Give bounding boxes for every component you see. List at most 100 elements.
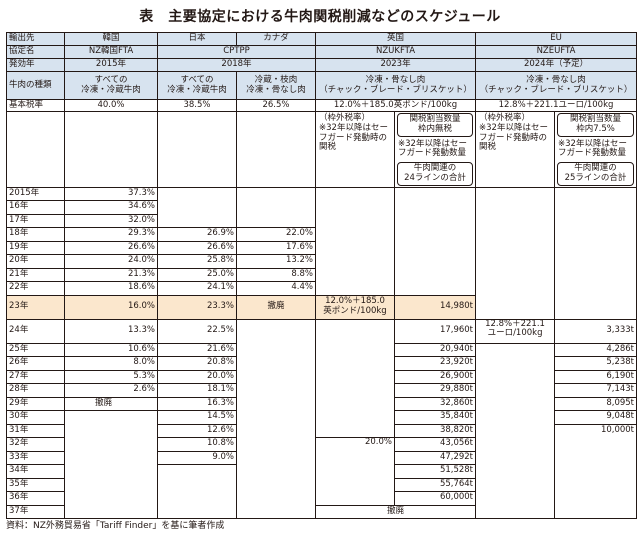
country-uk: 英国: [314, 32, 477, 46]
canada-rate: 撤廃: [236, 294, 316, 320]
year-row-22: 22年 18.6% 24.1% 4.4%: [6, 281, 637, 296]
year-row-20: 20年 24.0% 25.8% 13.2%: [6, 254, 637, 269]
agreement-uk: NZUKFTA: [314, 45, 477, 59]
year-row-25: 25年 10.6% 21.6% 20,940t 4,286t: [6, 342, 638, 520]
japan-rate: 20.8%: [157, 356, 237, 371]
base-rate-uk: 12.0%＋185.0英ポンド/100kg: [314, 99, 477, 112]
year-row-23: 23年 16.0% 23.3% 撤廃 12.0%＋185.0 英ポンド/100k…: [6, 294, 637, 320]
label-export-dest: 輸出先: [6, 32, 65, 46]
eu-quota-lines: 牛肉関連の 25ラインの合計: [557, 162, 635, 186]
eu-quota: 4,286t: [554, 342, 638, 358]
eu-quota-desc: 関税割当数量 枠内7.5% ※32年以降はセーフガード発動数量 牛肉関連の 25…: [554, 111, 638, 188]
uk-quota: 20,940t: [393, 342, 477, 358]
beef-tariff-table: 輸出先 韓国 日本 カナダ 英国 EU 協定名 NZ韓国FTA CPTPP NZ…: [6, 32, 638, 520]
uk-rate: 20.0%: [315, 437, 395, 506]
uk-outside-rate-desc: （枠外税率） ※32年以降はセーフガード発動時の関税: [315, 111, 395, 188]
year-label: 22年: [6, 281, 65, 296]
year-label: 2015年: [6, 186, 65, 202]
year-label: 24年: [6, 318, 65, 344]
eu-quota: 10,000t: [554, 423, 638, 438]
year-row-30: 30年 14.5% 35,840t 9,048t: [6, 410, 638, 520]
eu-quota-note: ※32年以降はセーフガード発動数量: [558, 138, 627, 159]
japan-rate: 16.3%: [157, 396, 237, 412]
korea-rate: 18.6%: [64, 281, 158, 296]
year-row-21: 21年 21.3% 25.0% 8.8%: [6, 267, 637, 283]
year-row-32: 32年 10.8% 20.0% 43,056t: [6, 437, 638, 520]
canada-rate: 8.8%: [236, 267, 316, 283]
korea-rate: 8.0%: [64, 356, 158, 371]
country-eu: EU: [475, 32, 638, 46]
japan-rate: 14.5%: [157, 410, 237, 425]
year-row-35: 35年 55,764t: [6, 477, 637, 493]
year-label: 27年: [6, 369, 65, 385]
eu-quota: 7,143t: [554, 383, 638, 398]
agreement-cptpp: CPTPP: [157, 45, 316, 59]
year-label: 25年: [6, 342, 65, 358]
japan-rate: 22.5%: [157, 318, 237, 344]
effective-uk: 2023年: [314, 58, 477, 72]
beef-type-canada: 冷蔵・枝肉 冷凍・骨なし肉: [236, 71, 316, 100]
year-row-28: 28年 2.6% 18.1% 29,880t 7,143t: [6, 383, 638, 398]
japan-rate: 9.0%: [157, 450, 237, 466]
year-row-2015: 2015年 37.3%: [6, 186, 638, 320]
uk-outside-rate-text: （枠外税率） ※32年以降はセーフガード発動時の関税: [319, 113, 388, 153]
year-label: 32年: [6, 437, 65, 452]
year-row-19: 19年 26.6% 26.6% 17.6%: [6, 240, 637, 256]
base-rate-korea: 40.0%: [64, 99, 158, 112]
eu-outside-rate-text: （枠外税率） ※32年以降はセーフガード発動時の関税: [479, 113, 548, 153]
korea-rate: 24.0%: [64, 254, 158, 269]
uk-quota-desc: 関税割当数量 枠内無税 ※32年以降はセーフガード発動数量 牛肉関連の 24ライ…: [393, 111, 477, 188]
uk-quota: 43,056t: [393, 437, 477, 452]
year-label: 29年: [6, 396, 65, 412]
year-row-29: 29年 撤廃 16.3% 32,860t 8,095t: [6, 396, 638, 412]
year-label: 16年: [6, 200, 65, 215]
table-title: 表 主要協定における牛肉関税削減などのスケジュール: [139, 9, 501, 25]
year-row-26: 26年 8.0% 20.8% 23,920t 5,238t: [6, 356, 638, 371]
korea-rate: 13.3%: [64, 318, 158, 344]
uk-quota: 55,764t: [393, 477, 477, 493]
year-label: 18年: [6, 227, 65, 242]
uk-quota-lines: 牛肉関連の 24ラインの合計: [397, 162, 474, 186]
country-japan: 日本: [157, 32, 237, 46]
year-label: 30年: [6, 410, 65, 425]
korea-rate: 26.6%: [64, 240, 158, 256]
base-rate-eu: 12.8%＋221.1ユーロ/100kg: [475, 99, 638, 112]
japan-rate: 25.8%: [157, 254, 237, 269]
korea-rate: 撤廃: [64, 396, 158, 412]
korea-rate: 5.3%: [64, 369, 158, 385]
japan-rate: 18.1%: [157, 383, 237, 398]
row-export-dest: 輸出先 韓国 日本 カナダ 英国 EU: [6, 32, 638, 46]
agreement-korea: NZ韓国FTA: [64, 45, 158, 59]
effective-korea: 2015年: [64, 58, 158, 72]
japan-rate: 10.8%: [157, 437, 237, 452]
beef-type-japan: すべての 冷凍・冷蔵牛肉: [157, 71, 237, 100]
year-row-16: 16年 34.6%: [6, 200, 637, 215]
canada-rate: 22.0%: [236, 227, 316, 242]
year-label: 34年: [6, 464, 65, 479]
row-base-rate: 基本税率 40.0% 38.5% 26.5% 12.0%＋185.0英ポンド/1…: [6, 99, 638, 112]
country-korea: 韓国: [64, 32, 158, 46]
year-row-17: 17年 32.0%: [6, 213, 637, 229]
korea-rate: 34.6%: [64, 200, 158, 215]
uk-quota: 51,528t: [393, 464, 477, 479]
uk-quota: 60,000t: [393, 491, 477, 506]
korea-rate: 16.0%: [64, 294, 158, 320]
year-row-33: 33年 9.0% 47,292t: [6, 450, 637, 466]
japan-rate: 23.3%: [157, 294, 237, 320]
uk-quota: 35,840t: [393, 410, 477, 425]
uk-quota: 14,980t: [393, 294, 477, 320]
source-note: 資料：NZ外務貿易省「Tariff Finder」を基に筆者作成: [6, 521, 225, 531]
korea-rate: 10.6%: [64, 342, 158, 358]
japan-rate: 12.6%: [157, 423, 237, 439]
year-label: 36年: [6, 491, 65, 506]
uk-quota-note: ※32年以降はセーフガード発動数量: [398, 138, 467, 159]
korea-rate: 21.3%: [64, 267, 158, 283]
year-label: 35年: [6, 477, 65, 493]
row-effective: 発効年 2015年 2018年 2023年 2024年（予定）: [6, 58, 638, 72]
japan-rate: 20.0%: [157, 369, 237, 385]
year-row-34: 34年 51,528t: [6, 464, 637, 520]
eu-quota: 5,238t: [554, 356, 638, 371]
japan-rate: 25.0%: [157, 267, 237, 283]
beef-type-korea: すべての 冷凍・冷蔵牛肉: [64, 71, 158, 100]
beef-type-uk: 冷凍・骨なし肉 （チャック・ブレード・ブリスケット）: [314, 71, 477, 100]
